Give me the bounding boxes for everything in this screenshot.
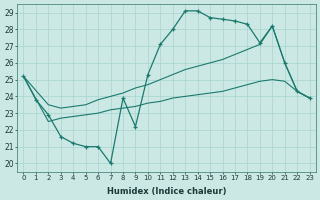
X-axis label: Humidex (Indice chaleur): Humidex (Indice chaleur): [107, 187, 226, 196]
